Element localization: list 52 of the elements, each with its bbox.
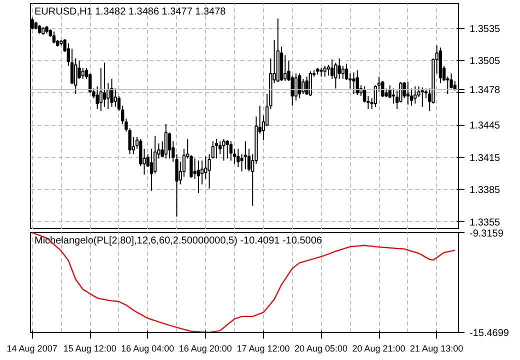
candlestick: [222, 138, 226, 162]
line-series: [32, 232, 456, 332]
candlestick: [341, 65, 345, 80]
candlestick: [302, 78, 305, 94]
candlestick: [139, 138, 142, 167]
x-tick-label: 20 Aug 21:00: [352, 344, 406, 354]
x-tick-label: 17 Aug 12:00: [236, 344, 290, 354]
candlestick: [214, 138, 218, 159]
candlestick: [244, 140, 247, 170]
y-tick-label: 1.3385: [470, 185, 501, 196]
candlestick: [308, 70, 312, 97]
x-tick-label: 16 Aug 04:00: [121, 344, 174, 354]
candlestick: [226, 140, 229, 159]
x-tick-label: 20 Aug 05:00: [294, 344, 348, 354]
candlestick: [420, 86, 424, 108]
candlestick: [414, 86, 417, 104]
candlestick: [334, 62, 338, 90]
x-tick-label: 14 Aug 2007: [6, 344, 58, 354]
candlestick: [338, 58, 341, 80]
chart-title: EURUSD,H1 1.3482 1.3486 1.3477 1.3478: [34, 6, 226, 18]
y-tick-label: 1.3415: [470, 152, 501, 164]
y-tick-label: 1.3355: [470, 217, 501, 228]
candlestick: [330, 58, 334, 80]
candlestick: [168, 132, 172, 159]
candlestick: [290, 75, 294, 106]
candlestick: [284, 54, 287, 82]
x-tick-label: 21 Aug 13:00: [410, 344, 464, 354]
candlestick: [294, 72, 298, 101]
y-tick-label: -15.4699: [470, 328, 510, 339]
candlestick: [229, 140, 233, 162]
candlestick: [114, 88, 117, 108]
y-tick-label: 1.3445: [470, 120, 501, 132]
candlestick: [298, 72, 302, 99]
candlestick: [356, 70, 359, 96]
candlestick: [110, 78, 114, 108]
candlestick: [323, 65, 326, 78]
ref-line-label: 1.3478: [470, 85, 501, 96]
candlestick: [81, 68, 84, 80]
candlestick: [102, 62, 106, 108]
candlestick: [196, 160, 200, 194]
candlestick: [236, 148, 240, 168]
candlestick: [52, 30, 56, 44]
y-tick-label: -9.3159: [470, 228, 504, 240]
candlestick: [406, 82, 410, 106]
y-tick-label: 1.3535: [470, 24, 501, 35]
x-tick-label: 15 Aug 12:00: [63, 344, 116, 354]
candlestick: [164, 124, 168, 159]
x-tick-label: 16 Aug 20:00: [178, 344, 232, 354]
candlestick: [305, 76, 308, 96]
candlestick: [193, 158, 196, 180]
y-tick-label: 1.3505: [470, 56, 501, 68]
candlestick: [352, 72, 356, 94]
